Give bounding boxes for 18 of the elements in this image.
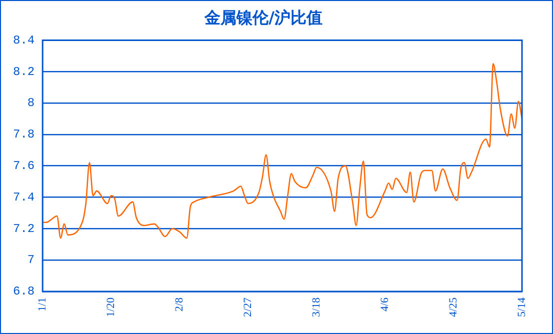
- x-tick-label: 4/25: [447, 296, 460, 318]
- y-tick-label: 7: [27, 253, 35, 268]
- y-tick-label: 8: [27, 96, 35, 110]
- y-tick-label: 6.8: [12, 284, 35, 299]
- y-tick-label: 7.8: [12, 128, 35, 142]
- x-tick-label: 2/8: [173, 296, 186, 312]
- x-tick-label: 4/6: [378, 296, 391, 312]
- x-tick-label: 1/1: [36, 297, 48, 312]
- y-tick-label: 8.4: [12, 33, 35, 48]
- x-tick-label: 3/18: [310, 296, 322, 318]
- x-tick-label: 5/14: [516, 296, 528, 318]
- x-tick-label: 2/27: [242, 296, 254, 318]
- y-tick-label: 7.2: [12, 222, 35, 236]
- y-tick-label: 7.6: [12, 158, 35, 173]
- chart-title: 金属镍伦/沪比值: [204, 8, 322, 27]
- y-tick-label: 8.2: [12, 64, 35, 79]
- y-tick-label: 7.4: [12, 190, 35, 204]
- x-tick-label: 1/20: [104, 296, 117, 318]
